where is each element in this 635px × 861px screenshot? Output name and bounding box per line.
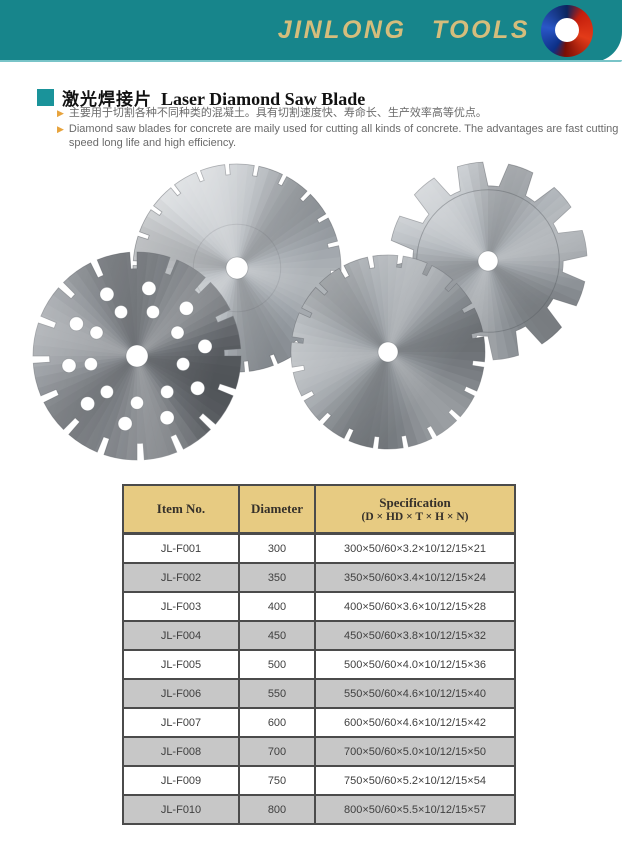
segmented-blade-small xyxy=(290,254,486,450)
col-header-diameter: Diameter xyxy=(238,484,316,535)
description-bullets: ▶ 主要用于切割各种不同种类的混凝土。具有切割速度快、寿命长、生产效率高等优点。… xyxy=(57,106,619,152)
item-no-cell: JL-F003 xyxy=(122,591,240,622)
table-row: JL-F004 450 450×50/60×3.8×10/12/15×32 xyxy=(122,620,516,651)
diameter-cell: 550 xyxy=(238,678,316,709)
spec-cell: 400×50/60×3.6×10/12/15×28 xyxy=(314,591,516,622)
spec-cell: 300×50/60×3.2×10/12/15×21 xyxy=(314,532,516,564)
item-no-cell: JL-F002 xyxy=(122,562,240,593)
table-row: JL-F008 700 700×50/60×5.0×10/12/15×50 xyxy=(122,736,516,767)
brand-title: JINLONG TOOLS xyxy=(277,16,530,44)
bullet-arrow-icon: ▶ xyxy=(57,124,64,134)
section-marker-square xyxy=(37,89,54,106)
table-row: JL-F007 600 600×50/60×4.6×10/12/15×42 xyxy=(122,707,516,738)
item-no-cell: JL-F005 xyxy=(122,649,240,680)
diameter-cell: 500 xyxy=(238,649,316,680)
spec-formula: (D × HD × T × H × N) xyxy=(361,511,469,523)
brand-swirl-logo-icon xyxy=(541,5,593,57)
bullet-text-en: Diamond saw blades for concrete are mail… xyxy=(68,123,619,149)
table-row: JL-F005 500 500×50/60×4.0×10/12/15×36 xyxy=(122,649,516,680)
product-photo xyxy=(0,160,635,470)
table-row: JL-F001 300 300×50/60×3.2×10/12/15×21 xyxy=(122,532,516,564)
item-no-cell: JL-F009 xyxy=(122,765,240,796)
bullet-text-zh: 主要用于切割各种不同种类的混凝土。具有切割速度快、寿命长、生产效率高等优点。 xyxy=(68,107,487,119)
spec-cell: 700×50/60×5.0×10/12/15×50 xyxy=(314,736,516,767)
diameter-cell: 600 xyxy=(238,707,316,738)
diameter-cell: 400 xyxy=(238,591,316,622)
item-no-cell: JL-F004 xyxy=(122,620,240,651)
diameter-cell: 300 xyxy=(238,532,316,564)
section-title: 激光焊接片 Laser Diamond Saw Blade xyxy=(37,85,365,110)
item-no-cell: JL-F008 xyxy=(122,736,240,767)
spec-cell: 800×50/60×5.5×10/12/15×57 xyxy=(314,794,516,825)
col-header-item-no: Item No. xyxy=(122,484,240,535)
item-no-cell: JL-F007 xyxy=(122,707,240,738)
bullet-line-en: ▶ Diamond saw blades for concrete are ma… xyxy=(57,122,619,150)
table-row: JL-F003 400 400×50/60×3.6×10/12/15×28 xyxy=(122,591,516,622)
bullet-arrow-icon: ▶ xyxy=(57,108,64,118)
spec-cell: 600×50/60×4.6×10/12/15×42 xyxy=(314,707,516,738)
diameter-cell: 700 xyxy=(238,736,316,767)
section-title-zh: 激光焊接片 xyxy=(62,90,152,109)
spec-cell: 550×50/60×4.6×10/12/15×40 xyxy=(314,678,516,709)
col-header-specification: Specification (D × HD × T × H × N) xyxy=(314,484,516,535)
section-title-en: Laser Diamond Saw Blade xyxy=(161,89,366,109)
diameter-cell: 350 xyxy=(238,562,316,593)
table-row: JL-F010 800 800×50/60×5.5×10/12/15×57 xyxy=(122,794,516,825)
diameter-cell: 450 xyxy=(238,620,316,651)
diameter-cell: 800 xyxy=(238,794,316,825)
spec-table: Item No. Diameter Specification (D × HD … xyxy=(122,484,516,825)
spec-cell: 450×50/60×3.8×10/12/15×32 xyxy=(314,620,516,651)
header-banner: JINLONG TOOLS xyxy=(0,0,622,62)
diameter-cell: 750 xyxy=(238,765,316,796)
spec-cell: 350×50/60×3.4×10/12/15×24 xyxy=(314,562,516,593)
item-no-cell: JL-F001 xyxy=(122,532,240,564)
spec-cell: 750×50/60×5.2×10/12/15×54 xyxy=(314,765,516,796)
bullet-line-zh: ▶ 主要用于切割各种不同种类的混凝土。具有切割速度快、寿命长、生产效率高等优点。 xyxy=(57,106,619,120)
table-row: JL-F009 750 750×50/60×5.2×10/12/15×54 xyxy=(122,765,516,796)
item-no-cell: JL-F010 xyxy=(122,794,240,825)
segmented-laser-welded-blade-large xyxy=(132,163,342,373)
item-no-cell: JL-F006 xyxy=(122,678,240,709)
table-row: JL-F002 350 350×50/60×3.4×10/12/15×24 xyxy=(122,562,516,593)
spec-cell: 500×50/60×4.0×10/12/15×36 xyxy=(314,649,516,680)
table-row: JL-F006 550 550×50/60×4.6×10/12/15×40 xyxy=(122,678,516,709)
table-header-row: Item No. Diameter Specification (D × HD … xyxy=(122,484,516,535)
turbo-blade-with-cooling-holes xyxy=(32,251,242,461)
